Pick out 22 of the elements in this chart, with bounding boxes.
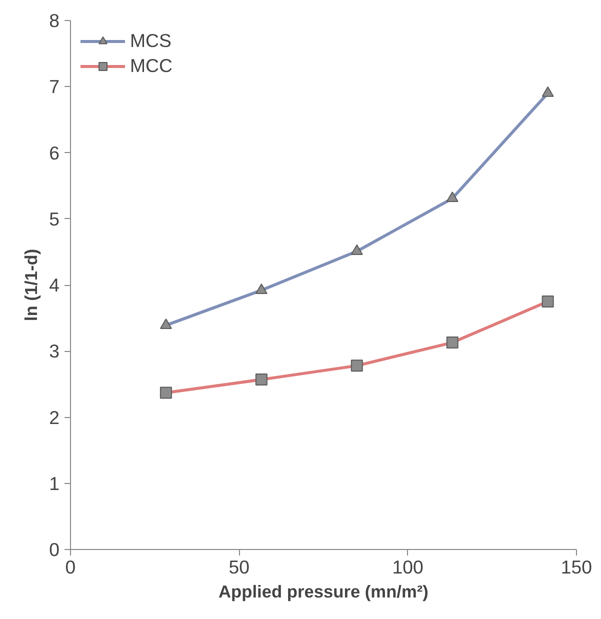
y-tick-label: 7: [49, 76, 60, 98]
point: [350, 244, 363, 255]
y-axis-title: ln (1/1-d): [21, 248, 42, 322]
y-tick-label: 8: [49, 10, 60, 31]
y-tick-label: 5: [49, 208, 60, 230]
x-tick-label: 100: [392, 556, 424, 578]
legend-label: MCC: [130, 55, 172, 77]
x-tick-label: 0: [65, 556, 76, 578]
x-axis-title: Applied pressure (mn/m²): [218, 582, 428, 602]
point: [255, 283, 268, 294]
y-tick-label: 2: [49, 406, 60, 428]
x-tick-label: 50: [228, 556, 250, 578]
legend-label: MCS: [130, 30, 172, 52]
x-tick-label: 150: [560, 556, 592, 578]
y-tick-label: 3: [49, 340, 60, 362]
point: [542, 86, 554, 97]
point: [446, 192, 458, 202]
y-tick-label: 6: [49, 142, 60, 164]
y-tick-label: 1: [49, 472, 60, 494]
y-tick-label: 4: [49, 274, 60, 296]
point: [160, 318, 172, 330]
y-tick-label: 0: [49, 539, 60, 560]
